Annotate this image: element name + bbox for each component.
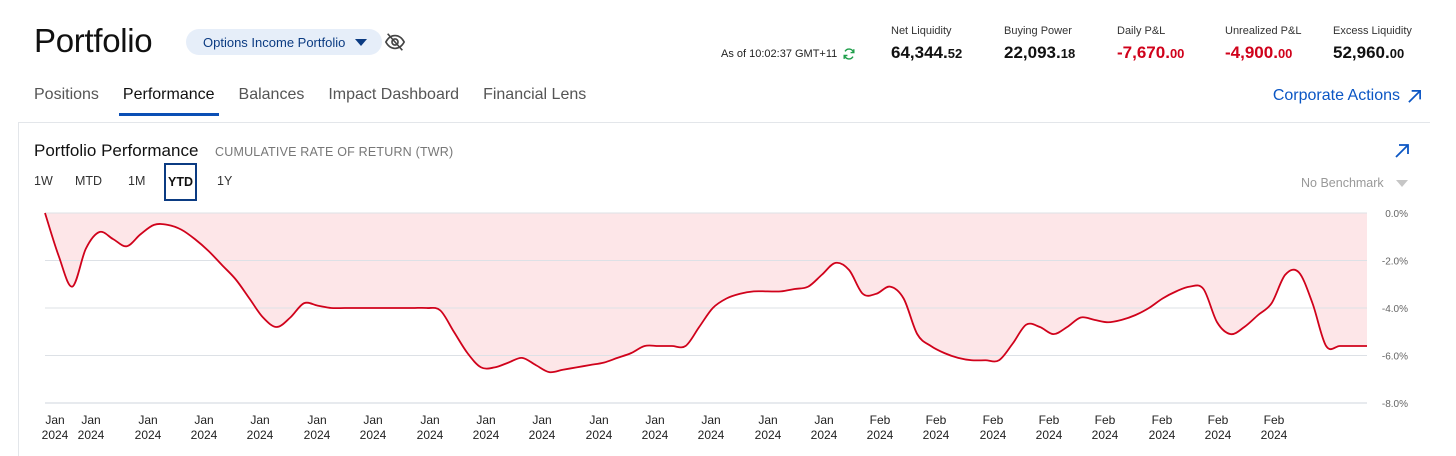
tabs-divider [18, 122, 1430, 123]
x-tick-month-label: Jan [420, 413, 439, 427]
y-tick-label: 0.0% [1385, 209, 1408, 220]
x-tick-month-label: Feb [1208, 413, 1229, 427]
range-1m[interactable]: 1M [128, 174, 146, 188]
as-of-label: As of 10:02:37 GMT+11 [721, 48, 838, 60]
metric-daily-pnl: Daily P&L -7,670.00 [1117, 25, 1184, 63]
x-tick-year-label: 2024 [980, 428, 1007, 442]
x-tick-month-label: Feb [926, 413, 947, 427]
tab-performance[interactable]: Performance [118, 86, 219, 116]
range-1y[interactable]: 1Y [217, 174, 233, 188]
as-of-timestamp: As of 10:02:37 GMT+11 [721, 47, 856, 61]
x-tick-month-label: Jan [532, 413, 551, 427]
portfolio-selector-dropdown[interactable]: Options Income Portfolio [186, 29, 382, 55]
card-border [18, 122, 19, 456]
x-tick-year-label: 2024 [191, 428, 218, 442]
x-tick-year-label: 2024 [811, 428, 838, 442]
x-tick-month-label: Feb [1152, 413, 1173, 427]
x-tick-month-label: Jan [81, 413, 100, 427]
x-tick-year-label: 2024 [1205, 428, 1232, 442]
y-tick-label: -4.0% [1382, 304, 1408, 315]
x-tick-month-label: Jan [363, 413, 382, 427]
metric-value: 64,344.52 [891, 43, 963, 62]
x-tick-month-label: Jan [476, 413, 495, 427]
x-tick-year-label: 2024 [586, 428, 613, 442]
metric-label: Unrealized P&L [1225, 25, 1302, 37]
x-tick-year-label: 2024 [1261, 428, 1288, 442]
metric-label: Excess Liquidity [1333, 25, 1412, 37]
range-1w[interactable]: 1W [34, 174, 53, 188]
caret-down-icon [1395, 179, 1408, 187]
x-tick-month-label: Jan [307, 413, 326, 427]
metric-label: Net Liquidity [891, 25, 952, 37]
x-tick-year-label: 2024 [360, 428, 387, 442]
x-tick-month-label: Feb [1095, 413, 1116, 427]
refresh-icon[interactable] [842, 47, 856, 61]
x-tick-month-label: Feb [1264, 413, 1285, 427]
x-tick-month-label: Feb [983, 413, 1004, 427]
x-tick-year-label: 2024 [42, 428, 69, 442]
metric-buying-power: Buying Power 22,093.18 [1004, 25, 1075, 63]
x-tick-year-label: 2024 [473, 428, 500, 442]
tab-positions[interactable]: Positions [34, 86, 99, 103]
y-tick-label: -8.0% [1382, 399, 1408, 410]
series-line [44, 212, 1367, 374]
x-tick-year-label: 2024 [304, 428, 331, 442]
y-tick-label: -6.0% [1382, 352, 1408, 363]
metric-unrealized-pnl: Unrealized P&L -4,900.00 [1225, 25, 1301, 63]
arrow-up-right-icon [1408, 89, 1421, 103]
expand-chart-icon[interactable] [1394, 143, 1410, 159]
x-tick-year-label: 2024 [247, 428, 274, 442]
chart-subtitle: CUMULATIVE RATE OF RETURN (TWR) [215, 145, 454, 159]
x-tick-year-label: 2024 [135, 428, 162, 442]
metric-net-liquidity: Net Liquidity 64,344.52 [891, 25, 962, 63]
x-tick-month-label: Feb [1039, 413, 1060, 427]
x-tick-year-label: 2024 [642, 428, 669, 442]
x-tick-year-label: 2024 [698, 428, 725, 442]
x-tick-month-label: Jan [589, 413, 608, 427]
chart-area-fill [45, 213, 1367, 373]
tab-bar: Positions Performance Balances Impact Da… [34, 86, 610, 116]
metric-value: -7,670.00 [1117, 43, 1185, 62]
benchmark-label: No Benchmark [1301, 176, 1384, 190]
x-tick-month-label: Jan [45, 413, 64, 427]
x-tick-year-label: 2024 [1092, 428, 1119, 442]
page-title: Portfolio [34, 22, 153, 59]
range-mtd[interactable]: MTD [75, 174, 103, 188]
tab-impact-dashboard[interactable]: Impact Dashboard [328, 86, 460, 103]
x-tick-year-label: 2024 [867, 428, 894, 442]
x-tick-month-label: Jan [250, 413, 269, 427]
eye-off-icon[interactable] [384, 31, 406, 53]
chart-title: Portfolio Performance [34, 141, 199, 160]
x-tick-month-label: Feb [870, 413, 891, 427]
corporate-actions-link[interactable]: Corporate Actions [1273, 87, 1422, 105]
metric-label: Buying Power [1004, 25, 1072, 37]
metric-value: 22,093.18 [1004, 43, 1076, 62]
benchmark-dropdown[interactable]: No Benchmark [1301, 176, 1408, 190]
x-tick-year-label: 2024 [417, 428, 444, 442]
x-tick-year-label: 2024 [755, 428, 782, 442]
x-tick-month-label: Jan [194, 413, 213, 427]
x-tick-month-label: Jan [701, 413, 720, 427]
tab-financial-lens[interactable]: Financial Lens [483, 86, 587, 103]
metric-excess-liquidity: Excess Liquidity 52,960.00 [1333, 25, 1412, 63]
metric-value: 52,960.00 [1333, 43, 1405, 62]
x-tick-year-label: 2024 [1149, 428, 1176, 442]
corporate-actions-label: Corporate Actions [1272, 87, 1400, 104]
x-tick-year-label: 2024 [78, 428, 105, 442]
x-tick-year-label: 2024 [529, 428, 556, 442]
tab-balances[interactable]: Balances [238, 86, 305, 103]
x-tick-month-label: Jan [645, 413, 664, 427]
x-tick-year-label: 2024 [1036, 428, 1063, 442]
metric-value: -4,900.00 [1225, 43, 1293, 62]
portfolio-selector-label: Options Income Portfolio [203, 34, 346, 50]
x-tick-month-label: Jan [138, 413, 157, 427]
x-tick-year-label: 2024 [923, 428, 950, 442]
y-tick-label: -2.0% [1382, 257, 1408, 268]
x-tick-month-label: Jan [758, 413, 777, 427]
caret-down-icon [355, 39, 367, 46]
x-tick-month-label: Jan [814, 413, 833, 427]
metric-label: Daily P&L [1117, 25, 1166, 37]
range-ytd[interactable]: YTD [164, 163, 197, 201]
